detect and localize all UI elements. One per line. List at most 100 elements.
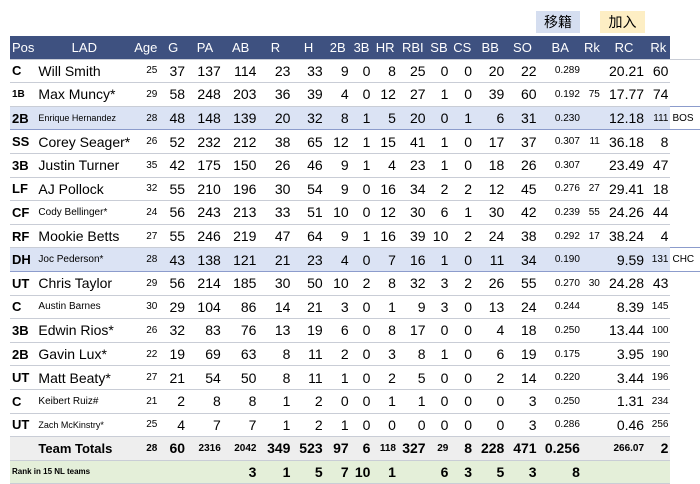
- cell: 9: [324, 153, 351, 178]
- cell: 196: [646, 365, 671, 390]
- cell: 55: [159, 177, 188, 202]
- cell: 21: [132, 389, 160, 414]
- cell: Gavin Lux*: [36, 342, 133, 367]
- totals-row: Team Totals 28 60 2316 2042 349 523 97 6 118 327 29…: [10, 436, 700, 461]
- player-row: DH Joc Pederson* 28 43 138 121 21 23 4 0 7 16 1 0 11 34…: [10, 247, 700, 272]
- player-row: UT Chris Taylor 29 56 214 185 30 50 10 2 8 32 3 2 26 55…: [10, 271, 700, 296]
- player-row: C Austin Barnes 30 29 104 86 14 21 3 0 1 9 3 0 13 24 0.2…: [10, 295, 700, 320]
- cell: 6: [474, 105, 507, 131]
- cell: 22: [132, 342, 160, 367]
- cell: 228: [474, 436, 507, 461]
- cell: 27: [132, 365, 160, 390]
- cell: UT: [10, 365, 37, 390]
- cell: 1: [372, 295, 398, 320]
- cell: 0: [350, 365, 373, 390]
- cell: 26: [258, 153, 293, 178]
- player-row: C Will Smith 25 37 137 114 23 33 9 0 8 25 0 0 20 22 0.28…: [10, 59, 700, 84]
- cell: 18: [506, 318, 539, 343]
- cell: 9: [397, 295, 428, 320]
- cell: 2: [474, 365, 507, 390]
- cell: 1: [427, 247, 451, 272]
- cell: 76: [222, 318, 259, 343]
- cell: 3: [372, 342, 398, 367]
- cell: 190: [646, 342, 671, 367]
- cell: 38: [506, 224, 539, 249]
- cell: Chris Taylor: [36, 271, 133, 296]
- cell: 3: [506, 413, 539, 438]
- team-note: [670, 271, 700, 296]
- cell: 137: [187, 59, 223, 84]
- column-header: LAD: [36, 36, 133, 60]
- cell: 60: [646, 59, 671, 84]
- cell: [159, 460, 188, 484]
- cell: [581, 153, 602, 178]
- cell: 2: [350, 271, 373, 296]
- player-row: UT Matt Beaty* 27 21 54 50 8 11 1 0 2 5 0 0 2 14 0.220 3.…: [10, 365, 700, 390]
- cell: 29: [132, 82, 160, 107]
- player-row: SS Corey Seager* 26 52 232 212 38 65 12 1 15 41 1 0 17…: [10, 129, 700, 154]
- column-header: CS: [450, 36, 475, 60]
- cell: 22: [506, 59, 539, 84]
- cell: 1: [427, 342, 451, 367]
- cell: [581, 318, 602, 343]
- cell: 8.39: [601, 295, 647, 320]
- cell: 9: [324, 224, 351, 249]
- cell: 6: [427, 460, 451, 484]
- cell: 21: [159, 365, 188, 390]
- cell: 4: [324, 82, 351, 107]
- cell: 17.77: [601, 82, 647, 107]
- rank-row: Rank in 15 NL teams 3 1 5 7 10 1 6 3 5 3 8: [10, 460, 700, 484]
- team-note: [670, 436, 700, 461]
- cell: 24.26: [601, 200, 647, 225]
- cell: 0.292: [538, 224, 582, 249]
- cell: 38.24: [601, 224, 647, 249]
- cell: 3: [506, 389, 539, 414]
- column-header: HR: [372, 36, 398, 60]
- cell: 0: [372, 413, 398, 438]
- cell: 28: [132, 105, 160, 131]
- cell: 19: [292, 318, 325, 343]
- cell: 1: [372, 460, 398, 484]
- column-header: 3B: [350, 36, 373, 60]
- cell: Team Totals: [36, 436, 133, 461]
- cell: 0: [450, 365, 475, 390]
- cell: 11: [292, 342, 325, 367]
- cell: 32: [132, 177, 160, 202]
- cell: 196: [222, 177, 259, 202]
- cell: 69: [187, 342, 223, 367]
- cell: Justin Turner: [36, 153, 133, 178]
- cell: 1: [350, 129, 373, 154]
- cell: 256: [646, 413, 671, 438]
- cell: 30: [397, 200, 428, 225]
- team-note: BOS: [670, 105, 700, 131]
- cell: 349: [258, 436, 293, 461]
- cell: 0.307: [538, 129, 582, 154]
- cell: [581, 247, 602, 272]
- team-note: [670, 413, 700, 437]
- cell: 0.286: [538, 413, 582, 438]
- cell: 1: [258, 413, 293, 438]
- cell: 4: [159, 413, 188, 438]
- cell: 44: [646, 200, 671, 225]
- cell: 4: [324, 247, 351, 272]
- player-row: 2B Gavin Lux* 22 19 69 63 8 11 2 0 3 8 1 0 6 19 0.175 3.9…: [10, 342, 700, 367]
- cell: 0: [474, 389, 507, 414]
- cell: 0.190: [538, 247, 582, 272]
- team-note: [670, 389, 700, 413]
- cell: 3: [427, 295, 451, 320]
- cell: 2316: [187, 436, 223, 461]
- cell: 3: [222, 460, 259, 484]
- cell: 1: [324, 413, 351, 438]
- cell: 0.270: [538, 271, 582, 296]
- cell: 55: [581, 200, 602, 225]
- cell: [581, 413, 602, 438]
- cell: 266.07: [601, 436, 647, 461]
- column-header: Rk: [646, 36, 671, 60]
- cell: 471: [506, 436, 539, 461]
- cell: 30: [258, 177, 293, 202]
- cell: 0.46: [601, 413, 647, 438]
- cell: 0: [450, 129, 475, 154]
- cell: [601, 460, 647, 484]
- cell: 56: [159, 200, 188, 225]
